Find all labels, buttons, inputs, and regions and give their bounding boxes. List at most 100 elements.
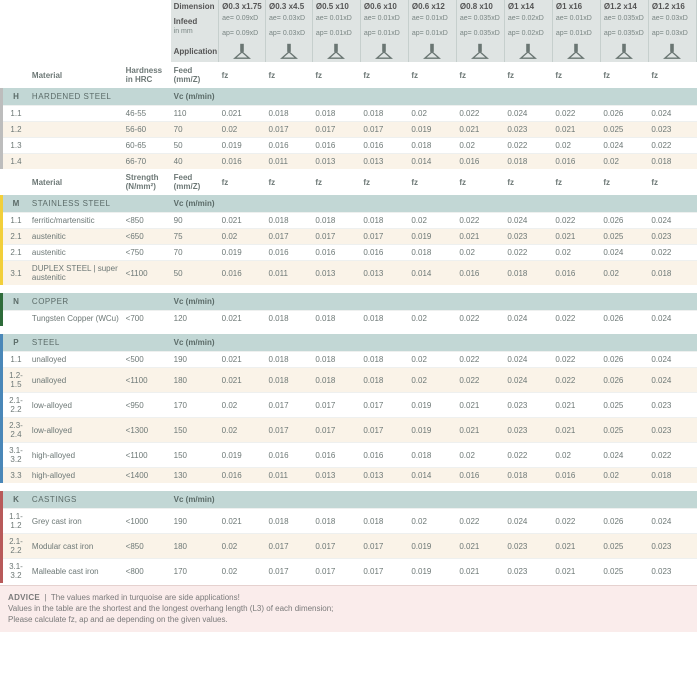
table-row: 2.1austenitic<650750.020.0170.0170.0170.… (2, 229, 697, 245)
section-vc-label: Vc (m/min) (171, 88, 219, 106)
section-blank (123, 88, 171, 106)
fz-header: fz (600, 62, 648, 88)
table-row: 2.1-2.2Modular cast iron<8501800.020.017… (2, 534, 697, 559)
material-name: Grey cast iron (29, 509, 123, 534)
fz-value: 0.018 (312, 509, 360, 534)
material-name: high-alloyed (29, 468, 123, 484)
fz-value: 0.02 (408, 352, 456, 368)
fz-value: 0.02 (219, 418, 266, 443)
fz-value: 0.016 (219, 154, 266, 170)
fz-header: fz (266, 169, 313, 195)
table-row: 1.466-70400.0160.0110.0130.0130.0140.016… (2, 154, 697, 170)
header-inmm-label: in mm (174, 28, 193, 35)
fz-value: 0.011 (266, 261, 313, 286)
fz-value: 0.026 (600, 368, 648, 393)
fz-value: 0.021 (219, 213, 266, 229)
feed-header: Feed (mm/Z) (171, 169, 219, 195)
table-row: 3.1-3.2Malleable cast iron<8001700.020.0… (2, 559, 697, 584)
param-value: <700 (123, 311, 171, 327)
section-title: HARDENED STEEL (29, 88, 123, 106)
fz-value: 0.018 (266, 368, 313, 393)
table-row: 3.3high-alloyed<14001300.0160.0110.0130.… (2, 468, 697, 484)
vc-value: 50 (171, 261, 219, 286)
dim-9: Ø1.2 x16 (648, 0, 696, 13)
header-infeed-label: Infeed (174, 17, 198, 26)
fz-value: 0.017 (360, 122, 408, 138)
table-row: 1.256-60700.020.0170.0170.0170.0190.0210… (2, 122, 697, 138)
vc-value: 150 (171, 418, 219, 443)
fz-value: 0.019 (219, 138, 266, 154)
fz-value: 0.017 (266, 559, 313, 584)
fz-value: 0.023 (648, 559, 696, 584)
section-letter: P (2, 334, 29, 352)
fz-value: 0.026 (600, 352, 648, 368)
fz-value: 0.017 (266, 534, 313, 559)
section-vc-label: Vc (m/min) (171, 334, 219, 352)
mill-icon (456, 40, 504, 62)
fz-value: 0.02 (219, 229, 266, 245)
fz-value: 0.018 (648, 468, 696, 484)
mill-icon (360, 40, 408, 62)
table-row: 1.1ferritic/martensitic<850900.0210.0180… (2, 213, 697, 229)
param-value: <850 (123, 534, 171, 559)
mill-icon (312, 40, 360, 62)
fz-value: 0.016 (552, 468, 600, 484)
fz-value: 0.025 (600, 229, 648, 245)
row-index: 2.1 (2, 229, 29, 245)
fz-value: 0.021 (219, 509, 266, 534)
table-row: 3.1DUPLEX STEEL | super austenitic<11005… (2, 261, 697, 286)
fz-value: 0.017 (312, 122, 360, 138)
fz-value: 0.021 (456, 534, 504, 559)
material-name: unalloyed (29, 368, 123, 393)
fz-value: 0.016 (360, 245, 408, 261)
vc-value: 130 (171, 468, 219, 484)
fz-value: 0.024 (504, 352, 552, 368)
fz-value: 0.018 (312, 213, 360, 229)
fz-value: 0.02 (408, 368, 456, 393)
section-vc-label: Vc (m/min) (171, 491, 219, 509)
fz-value: 0.02 (456, 443, 504, 468)
fz-value: 0.026 (600, 509, 648, 534)
fz-value: 0.016 (456, 154, 504, 170)
fz-value: 0.018 (504, 261, 552, 286)
vc-value: 90 (171, 213, 219, 229)
fz-value: 0.022 (648, 138, 696, 154)
fz-value: 0.025 (600, 559, 648, 584)
fz-value: 0.013 (360, 261, 408, 286)
section-header-N: NCOPPERVc (m/min) (2, 293, 697, 311)
fz-value: 0.013 (360, 468, 408, 484)
mill-icon (266, 40, 313, 62)
vc-value: 120 (171, 311, 219, 327)
header-dimension-label: Dimension (171, 0, 219, 13)
fz-header: fz (360, 169, 408, 195)
vc-value: 170 (171, 559, 219, 584)
fz-value: 0.018 (408, 138, 456, 154)
header-dimension-row: Dimension Ø0.3 x1.75 Ø0.3 x4.5 Ø0.5 x10 … (2, 0, 697, 13)
cutting-data-table: Dimension Ø0.3 x1.75 Ø0.3 x4.5 Ø0.5 x10 … (0, 0, 697, 583)
fz-value: 0.018 (266, 106, 313, 122)
fz-header: fz (408, 169, 456, 195)
row-index: 2.1-2.2 (2, 393, 29, 418)
feed-header: Feed (mm/Z) (171, 62, 219, 88)
fz-value: 0.017 (360, 393, 408, 418)
fz-value: 0.016 (552, 154, 600, 170)
section-letter: H (2, 88, 29, 106)
param-value: <500 (123, 352, 171, 368)
fz-value: 0.024 (600, 138, 648, 154)
fz-value: 0.022 (456, 311, 504, 327)
fz-value: 0.024 (648, 368, 696, 393)
fz-value: 0.026 (600, 213, 648, 229)
param-value: <650 (123, 229, 171, 245)
fz-value: 0.022 (456, 106, 504, 122)
header-application-label: Application (171, 40, 219, 62)
material-name: Tungsten Copper (WCu) (29, 311, 123, 327)
advice-line2: Values in the table are the shortest and… (8, 604, 333, 613)
fz-value: 0.013 (360, 154, 408, 170)
fz-value: 0.024 (504, 368, 552, 393)
infeed-7: ae= 0.01xDap= 0.01xD (552, 13, 600, 40)
param-value: <1100 (123, 368, 171, 393)
fz-value: 0.024 (648, 213, 696, 229)
section-blank (123, 334, 171, 352)
fz-header: fz (504, 62, 552, 88)
table-row: 1.1-1.2Grey cast iron<10001900.0210.0180… (2, 509, 697, 534)
